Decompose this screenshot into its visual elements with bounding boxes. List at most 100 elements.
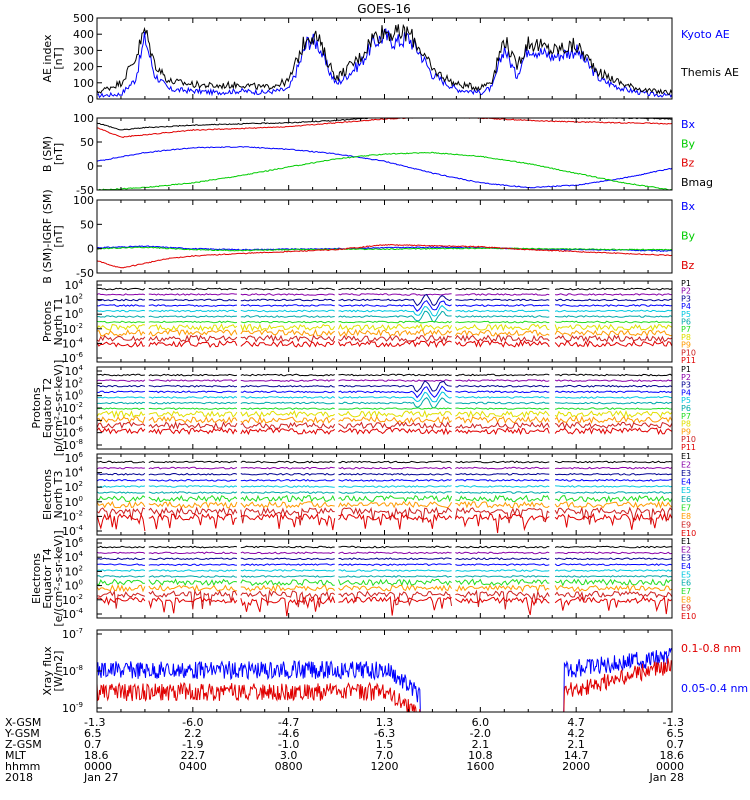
legend-entry: P10: [681, 435, 696, 444]
y-axis-title: [nT]: [52, 225, 65, 247]
y-tick-label: 102: [65, 293, 83, 307]
y-axis-title: [W/m2]: [52, 651, 65, 692]
x-row-value: Jan 27: [83, 771, 118, 784]
legend-entry: E2: [681, 545, 691, 554]
legend-entry: P7: [681, 325, 691, 334]
series-line: [97, 23, 672, 95]
y-tick-label: 0: [87, 243, 94, 256]
y-tick-label: 10-9: [62, 701, 83, 715]
x-row-value: 4.2: [567, 727, 585, 740]
y-tick-label: 0: [87, 160, 94, 173]
y-axis-title: [nT]: [52, 47, 65, 69]
x-row-value: -4.6: [278, 727, 299, 740]
xray-flux-line: [97, 647, 672, 712]
legend-entry: P10: [681, 348, 696, 357]
y-tick-label: 106: [65, 536, 84, 550]
x-row-value: 1200: [371, 760, 399, 773]
x-row-value: 1.3: [376, 716, 394, 729]
x-row-value: 22.7: [181, 749, 206, 762]
bdiff-panel: -50 0 50 100 B (SM)-IGRF (SM)[nT] Bx By Bz: [41, 189, 696, 283]
x-row-value: 1.5: [376, 738, 394, 751]
legend-entry: Bx: [681, 118, 696, 131]
x-row-label: Z-GSM: [5, 738, 42, 751]
x-row-value: 1600: [466, 760, 494, 773]
x-row-value: -1.3: [84, 716, 105, 729]
legend-entry: Bmag: [681, 176, 713, 189]
y-tick-label: 10-4: [62, 607, 84, 621]
channel-line: [97, 491, 672, 494]
y-tick-label: 102: [65, 564, 83, 578]
y-tick-label: 104: [65, 550, 84, 564]
pe-plot-area: [97, 373, 672, 436]
legend-entry: P1: [681, 279, 691, 288]
legend-entry: Bx: [681, 200, 696, 213]
legend-entry: Themis AE: [680, 66, 739, 79]
y-axis-title: Protons: [30, 387, 43, 428]
x-row-value: 2.2: [184, 727, 202, 740]
y-axis-title: Protons: [41, 301, 54, 342]
series-line: [97, 28, 672, 99]
channel-line: [97, 595, 672, 617]
channel-line: [97, 494, 672, 503]
y-tick-label: 500: [73, 12, 94, 25]
x-row-value: 0.7: [667, 738, 685, 751]
ee-frame: [96, 538, 673, 619]
y-tick-label: 104: [65, 466, 84, 480]
series-line: [97, 246, 672, 252]
channel-line: [97, 293, 672, 296]
ee-plot-area: [97, 545, 672, 617]
channel-line: [97, 334, 672, 343]
y-tick-label: 104: [65, 278, 84, 292]
y-tick-label: 10-7: [62, 627, 83, 641]
y-tick-label: 100: [73, 112, 94, 125]
x-row-value: 10.8: [468, 749, 493, 762]
xray-plot-area: [97, 647, 672, 712]
y-tick-label: 10-8: [62, 664, 83, 678]
legend-entry: E9: [681, 520, 691, 529]
y-tick-label: 100: [73, 194, 94, 207]
x-row-value: 0000: [84, 760, 112, 773]
y-tick-label: 10-2: [62, 509, 83, 523]
pn-plot-area: [97, 287, 672, 349]
channel-line: [97, 310, 672, 323]
legend-entry: E4: [681, 562, 691, 571]
channel-line: [97, 485, 672, 488]
channel-line: [97, 380, 672, 393]
channel-line: [97, 304, 672, 317]
x-row-value: 0400: [179, 760, 207, 773]
y-tick-label: -50: [76, 267, 94, 280]
channel-line: [97, 500, 672, 509]
bdiff-plot-area: [97, 243, 672, 269]
y-axis-title: B (SM): [41, 136, 54, 172]
legend-entry: 0.05-0.4 nm: [681, 682, 748, 695]
channel-line: [97, 300, 672, 312]
channel-line: [97, 578, 672, 587]
y-axis-title: [nT]: [52, 143, 65, 165]
x-row-label: X-GSM: [5, 716, 41, 729]
channel-line: [97, 287, 672, 291]
legend-entry: E9: [681, 604, 691, 613]
y-tick-label: 100: [65, 495, 83, 509]
x-row-label: Y-GSM: [4, 727, 40, 740]
y-axis-title: [e/(cm²-s-sr-keV)]: [52, 530, 65, 626]
channel-line: [97, 545, 672, 549]
y-axis-title: [p/(cm²-s-sr-keV)]: [52, 360, 65, 457]
y-tick-label: 10-8: [62, 438, 83, 452]
y-tick-label: 400: [73, 28, 94, 41]
y-axis-title: Equator T2: [41, 378, 54, 438]
channel-line: [97, 569, 672, 572]
legend-entry: P2: [681, 287, 691, 296]
channel-line: [97, 575, 672, 578]
legend-entry: P11: [681, 443, 696, 452]
x-row-value: 3.0: [280, 749, 298, 762]
legend-entry: P3: [681, 381, 691, 390]
x-row-value: 2.1: [567, 738, 585, 751]
legend-entry: E5: [681, 486, 691, 495]
x-row-value: -6.0: [182, 716, 203, 729]
legend-entry: E3: [681, 469, 691, 478]
y-tick-label: -50: [76, 184, 94, 197]
